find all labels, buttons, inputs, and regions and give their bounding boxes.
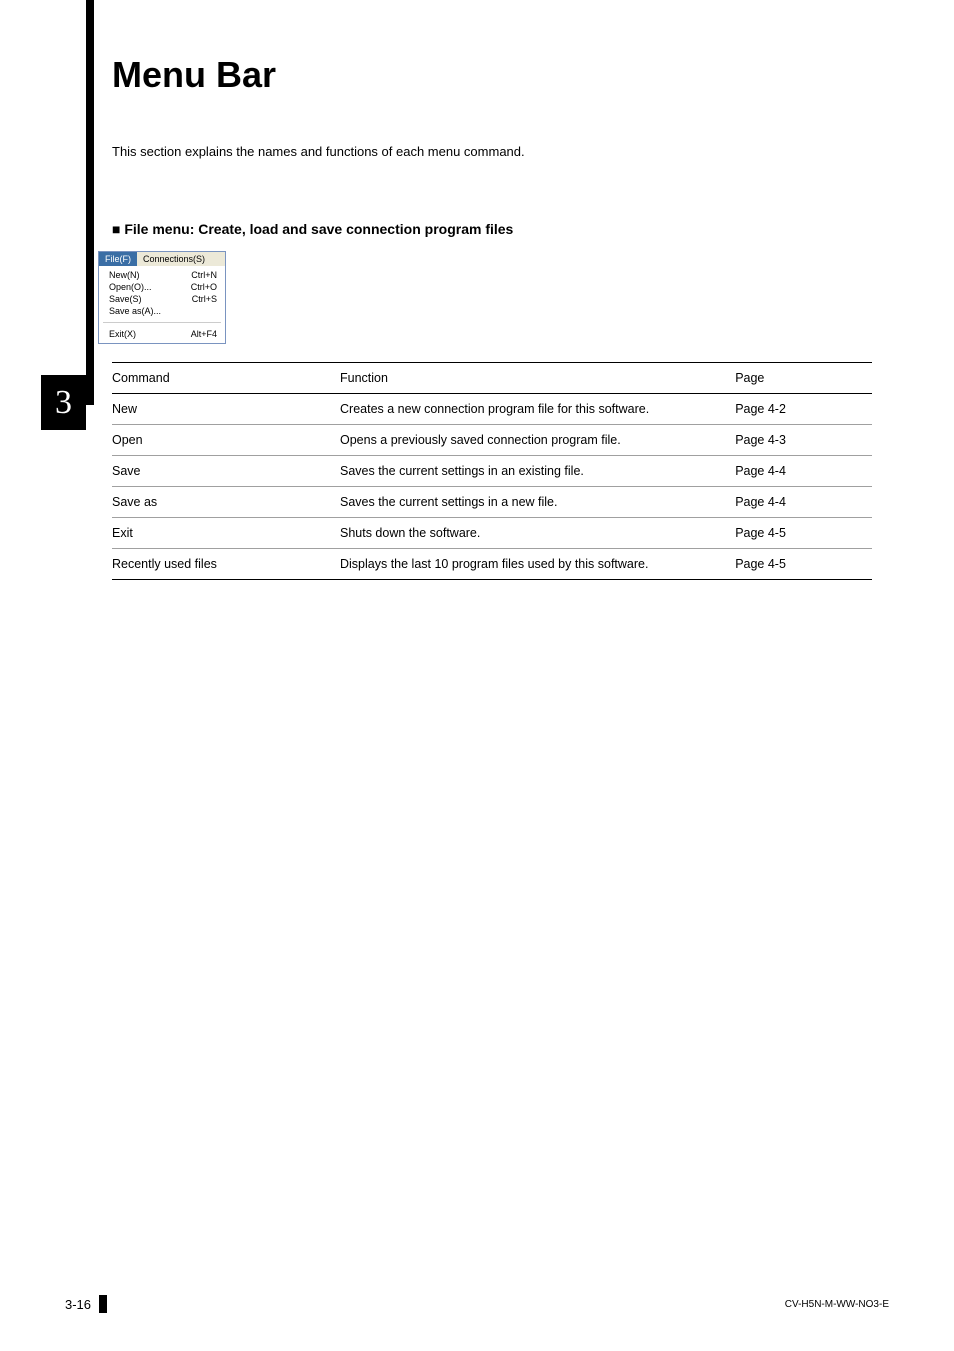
table-header-function: Function	[340, 363, 735, 394]
chapter-tab: 3	[41, 375, 86, 430]
cell-page: Page 4-5	[735, 518, 872, 549]
menu-divider	[103, 322, 221, 323]
menu-items-group-1: New(N) Ctrl+N Open(O)... Ctrl+O Save(S) …	[99, 266, 225, 320]
menu-item-label: Save as(A)...	[109, 306, 161, 316]
chapter-number: 3	[55, 384, 72, 422]
cell-command: Open	[112, 425, 340, 456]
side-bar	[86, 0, 94, 405]
cell-function: Saves the current settings in a new file…	[340, 487, 735, 518]
table-row: Recently used files Displays the last 10…	[112, 549, 872, 580]
cell-command: New	[112, 394, 340, 425]
table-row: Open Opens a previously saved connection…	[112, 425, 872, 456]
menu-item-label: Open(O)...	[109, 282, 152, 292]
section-heading: ■ File menu: Create, load and save conne…	[112, 221, 872, 237]
menu-item-shortcut: Ctrl+S	[192, 294, 217, 304]
menu-item-new: New(N) Ctrl+N	[99, 269, 225, 281]
table-header-row: Command Function Page	[112, 363, 872, 394]
menu-item-exit: Exit(X) Alt+F4	[99, 328, 225, 340]
page-footer: 3-16 CV-H5N-M-WW-NO3-E	[65, 1295, 889, 1313]
menu-item-shortcut: Ctrl+N	[191, 270, 217, 280]
table-row: Save Saves the current settings in an ex…	[112, 456, 872, 487]
cell-function: Displays the last 10 program files used …	[340, 549, 735, 580]
menu-item-shortcut: Alt+F4	[191, 329, 217, 339]
doc-code: CV-H5N-M-WW-NO3-E	[785, 1299, 889, 1310]
cell-command: Save	[112, 456, 340, 487]
menu-item-label: Exit(X)	[109, 329, 136, 339]
page-title: Menu Bar	[112, 54, 872, 96]
cell-page: Page 4-2	[735, 394, 872, 425]
menu-tab-connections: Connections(S)	[137, 252, 211, 266]
cell-function: Saves the current settings in an existin…	[340, 456, 735, 487]
cell-function: Shuts down the software.	[340, 518, 735, 549]
menu-tab-file: File(F)	[99, 252, 137, 266]
menu-item-save-as: Save as(A)...	[99, 305, 225, 317]
table-header-command: Command	[112, 363, 340, 394]
table-row: Exit Shuts down the software. Page 4-5	[112, 518, 872, 549]
command-table: Command Function Page New Creates a new …	[112, 362, 872, 580]
menu-item-save: Save(S) Ctrl+S	[99, 293, 225, 305]
file-menu-screenshot: File(F) Connections(S) New(N) Ctrl+N Ope…	[98, 251, 226, 344]
cell-page: Page 4-4	[735, 456, 872, 487]
cell-command: Save as	[112, 487, 340, 518]
menu-items-group-2: Exit(X) Alt+F4	[99, 325, 225, 343]
menu-item-label: New(N)	[109, 270, 140, 280]
footer-mark	[99, 1295, 107, 1313]
page-number: 3-16	[65, 1297, 91, 1312]
table-header-page: Page	[735, 363, 872, 394]
menu-item-open: Open(O)... Ctrl+O	[99, 281, 225, 293]
cell-function: Opens a previously saved connection prog…	[340, 425, 735, 456]
page-number-wrap: 3-16	[65, 1295, 107, 1313]
menu-bar-row: File(F) Connections(S)	[99, 252, 225, 266]
intro-text: This section explains the names and func…	[112, 144, 872, 159]
cell-page: Page 4-4	[735, 487, 872, 518]
table-row: New Creates a new connection program fil…	[112, 394, 872, 425]
cell-command: Exit	[112, 518, 340, 549]
menu-item-shortcut: Ctrl+O	[191, 282, 217, 292]
content-area: Menu Bar This section explains the names…	[112, 54, 872, 580]
cell-page: Page 4-3	[735, 425, 872, 456]
cell-page: Page 4-5	[735, 549, 872, 580]
cell-function: Creates a new connection program file fo…	[340, 394, 735, 425]
table-row: Save as Saves the current settings in a …	[112, 487, 872, 518]
cell-command: Recently used files	[112, 549, 340, 580]
menu-item-label: Save(S)	[109, 294, 142, 304]
